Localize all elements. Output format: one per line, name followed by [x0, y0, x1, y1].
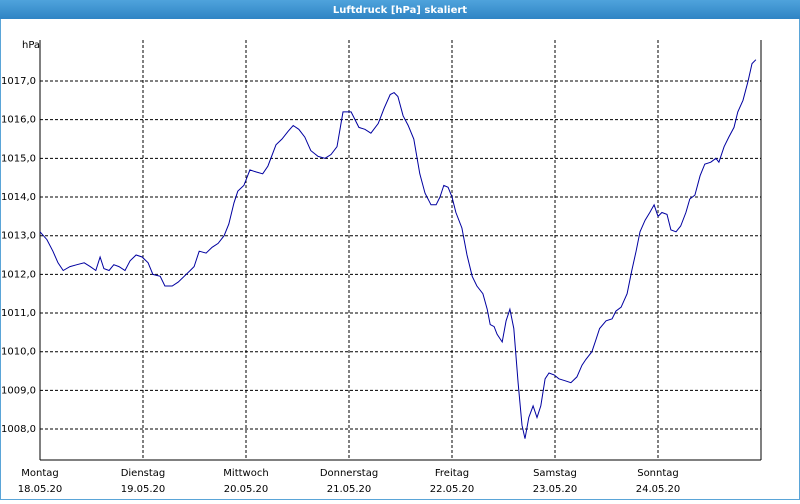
chart-title: Luftdruck [hPa] skaliert [333, 5, 467, 16]
y-tick-label: 1015,0 [1, 153, 36, 164]
x-tick-date: 23.05.20 [533, 484, 578, 495]
x-tick-date: 21.05.20 [327, 484, 372, 495]
x-tick-date: 24.05.20 [636, 484, 681, 495]
x-tick-label: Dienstag [121, 468, 166, 479]
y-axis-label: hPa [22, 40, 40, 51]
y-tick-label: 1017,0 [1, 76, 36, 87]
y-tick-label: 1012,0 [1, 269, 36, 280]
y-tick-label: 1008,0 [1, 424, 36, 435]
title-bar [0, 0, 800, 19]
x-tick-label: Mittwoch [223, 468, 268, 479]
data-line [39, 59, 757, 439]
y-tick-label: 1016,0 [1, 115, 36, 126]
y-tick-label: 1009,0 [1, 385, 36, 396]
y-tick-label: 1011,0 [1, 308, 36, 319]
x-tick-date: 20.05.20 [224, 484, 269, 495]
x-tick-label: Sonntag [637, 468, 679, 479]
y-tick-label: 1013,0 [1, 231, 36, 242]
x-tick-label: Freitag [435, 468, 469, 479]
x-tick-label: Donnerstag [320, 468, 378, 479]
x-tick-date: 18.05.20 [18, 484, 63, 495]
x-tick-label: Samstag [533, 468, 577, 479]
y-tick-label: 1010,0 [1, 347, 36, 358]
x-tick-label: Montag [21, 468, 58, 479]
x-tick-date: 19.05.20 [121, 484, 166, 495]
x-tick-date: 22.05.20 [430, 484, 475, 495]
y-tick-label: 1014,0 [1, 192, 36, 203]
